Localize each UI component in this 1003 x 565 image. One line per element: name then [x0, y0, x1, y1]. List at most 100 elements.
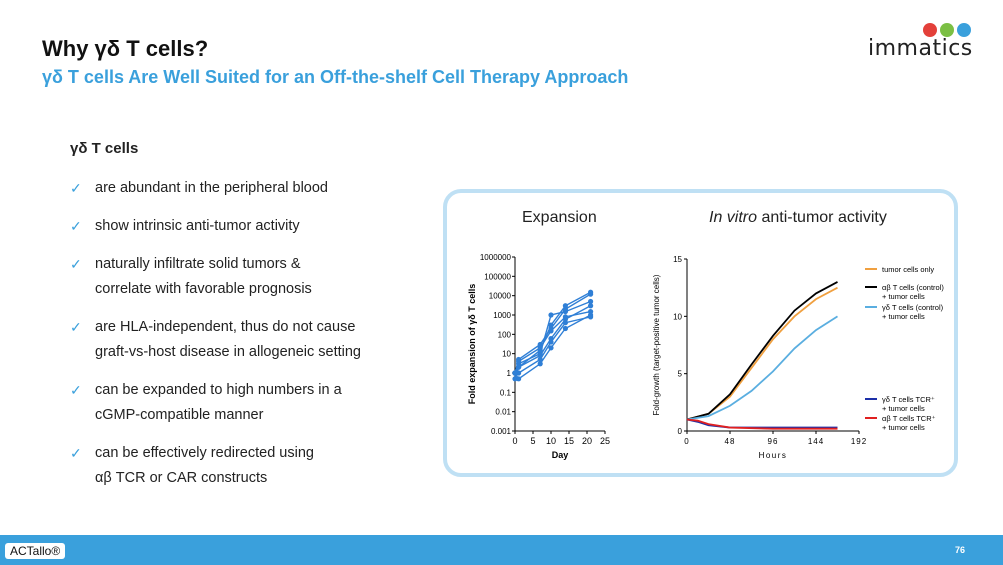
data-point — [512, 370, 518, 376]
data-point — [588, 312, 594, 318]
y-tick-label: 10000 — [489, 292, 512, 301]
data-point — [562, 325, 568, 332]
y-tick-label: 1 — [507, 369, 512, 378]
x-tick-label: 25 — [600, 436, 610, 446]
data-point — [512, 376, 518, 382]
legend-label: tumor cells only — [882, 265, 934, 274]
x-tick-label: 10 — [546, 436, 556, 446]
company-logo: immatics — [868, 20, 978, 62]
series-line-2 — [686, 315, 838, 421]
legend-label: + tumor cells — [882, 423, 925, 432]
legend-label: γδ T cells (control) — [882, 303, 944, 312]
expansion-chart: 0.0010.010.11101001000100001000001000000… — [467, 253, 610, 460]
legend-label: γδ T cells TCR⁺ — [882, 395, 935, 404]
legend-label: + tumor cells — [882, 312, 925, 321]
check-icon: ✓ — [70, 382, 82, 398]
y-axis-label: Fold expansion of γδ T cells — [467, 284, 477, 404]
page-title: Why γδ T cells? — [42, 36, 209, 61]
data-point — [562, 303, 568, 309]
data-point — [516, 364, 522, 370]
bullet-text: naturally infiltrate solid tumors & — [95, 256, 301, 272]
legend-label: αβ T cells (control) — [882, 283, 944, 292]
bullet-text: cGMP-compatible manner — [95, 407, 264, 423]
bullet-text: αβ TCR or CAR constructs — [95, 470, 268, 486]
y-tick-label: 0.1 — [500, 388, 512, 397]
y-tick-label: 15 — [673, 255, 682, 264]
bullet-text: can be effectively redirected using — [95, 445, 314, 461]
bullet-text: are abundant in the peripheral blood — [95, 180, 328, 196]
anti-tumor-chart: 0 5 10 15 0 48 96 144 192 Hours Fold-growth (targe… — [652, 255, 944, 460]
x-tick-label: 48 — [725, 437, 736, 446]
check-icon: ✓ — [70, 218, 82, 234]
legend-label: + tumor cells — [882, 404, 925, 413]
legend-label: αβ T cells TCR⁺ — [882, 414, 936, 423]
y-tick-label: 1000000 — [480, 253, 512, 262]
figure-panel: Expansion In vitro anti-tumor activity 0… — [443, 189, 958, 477]
legend-label: + tumor cells — [882, 292, 925, 301]
activity-chart-title-rest: anti-tumor activity — [761, 209, 887, 226]
bullet-text: can be expanded to high numbers in a — [95, 382, 342, 398]
y-tick-label: 100 — [498, 330, 512, 339]
data-point — [516, 376, 522, 382]
footer-tag: ACTallo® — [5, 543, 66, 559]
series-line-1 — [686, 281, 838, 421]
y-axis-label: Fold-growth (target-positive tumor cells… — [652, 274, 661, 415]
list-item: ✓ can be expanded to high numbers in a cGM… — [70, 378, 410, 428]
data-point — [548, 322, 554, 328]
data-point — [516, 358, 522, 364]
list-item: ✓ are HLA-independent, thus do not cause g… — [70, 315, 410, 365]
data-point — [588, 289, 594, 295]
x-tick-label: 96 — [768, 437, 779, 446]
series-line-4 — [686, 418, 838, 430]
y-tick-label: 0.001 — [491, 427, 512, 436]
x-tick-label: 0 — [684, 437, 689, 446]
data-point — [588, 303, 594, 309]
bullets-heading: γδ T cells — [70, 140, 139, 157]
y-tick-label: 100000 — [484, 272, 511, 281]
page-number: 76 — [954, 545, 965, 555]
data-point — [562, 320, 568, 326]
data-point — [548, 339, 554, 345]
list-item: ✓ can be effectively redirected using αβ T… — [70, 441, 410, 491]
x-tick-label: 192 — [851, 437, 867, 446]
activity-chart-title-italic: In vitro — [709, 209, 758, 226]
y-tick-label: 10 — [673, 312, 682, 321]
x-tick-label: 144 — [808, 437, 824, 446]
x-tick-label: 20 — [582, 436, 592, 446]
x-tick-label: 15 — [564, 436, 574, 446]
data-point — [537, 347, 543, 353]
bullet-text: show intrinsic anti-tumor activity — [95, 218, 300, 234]
data-point — [548, 345, 554, 351]
y-tick-label: 0 — [678, 427, 683, 436]
data-point — [562, 314, 568, 320]
bullet-text: correlate with favorable prognosis — [95, 281, 312, 297]
logo-text: immatics — [868, 36, 973, 61]
data-point — [537, 361, 543, 367]
check-icon: ✓ — [70, 180, 82, 196]
bullet-text: are HLA-independent, thus do not cause — [95, 319, 356, 335]
series-line-0 — [686, 286, 838, 421]
x-tick-label: 0 — [512, 436, 517, 446]
check-icon: ✓ — [70, 256, 82, 272]
x-axis-label: Hours — [759, 451, 788, 460]
page-subtitle: γδ T cells Are Well Suited for an Off-th… — [42, 67, 629, 87]
data-point — [588, 298, 594, 305]
footer-bar: ACTallo® 76 — [0, 535, 1003, 565]
x-axis-label: Day — [552, 450, 569, 460]
data-point — [548, 312, 554, 318]
list-item: ✓ show intrinsic anti-tumor activity — [70, 214, 410, 239]
expansion-chart-title: Expansion — [522, 209, 597, 226]
activity-chart-title: In vitro anti-tumor activity — [709, 209, 887, 227]
bullet-text: graft-vs-host disease in allogeneic sett… — [95, 344, 361, 360]
y-tick-label: 10 — [502, 350, 511, 359]
x-tick-label: 5 — [530, 436, 535, 446]
y-tick-label: 5 — [678, 370, 683, 379]
list-item: ✓ are abundant in the peripheral blood — [70, 176, 410, 201]
bullet-list: ✓ are abundant in the peripheral blood ✓ s… — [70, 176, 410, 504]
list-item: ✓ naturally infiltrate solid tumors & corr… — [70, 252, 410, 302]
check-icon: ✓ — [70, 445, 82, 461]
logo-dots-icon — [923, 23, 971, 37]
y-tick-label: 1000 — [493, 311, 511, 320]
y-tick-label: 0.01 — [495, 408, 511, 417]
check-icon: ✓ — [70, 319, 82, 335]
